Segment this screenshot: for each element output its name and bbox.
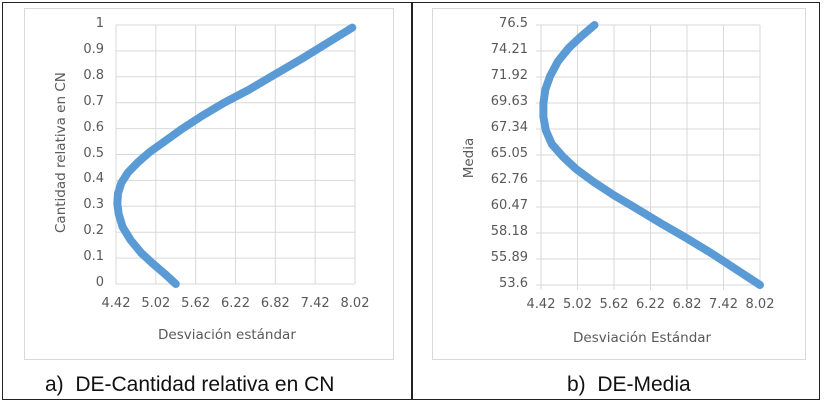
x-tick-label: 6.22 <box>221 296 250 311</box>
panel-divider <box>411 2 413 400</box>
data-series-curve <box>539 21 764 289</box>
y-tick-label: 60.47 <box>490 198 528 213</box>
data-series-curve <box>113 23 357 288</box>
y-tick-label: 65.05 <box>490 146 528 161</box>
y-tick-label: 0.6 <box>83 119 104 135</box>
y-tick-label: 76.5 <box>499 16 528 31</box>
x-tick-label: 5.62 <box>181 296 211 311</box>
y-tick-label: 0.8 <box>83 67 104 83</box>
x-tick-label: 8.02 <box>340 296 370 311</box>
y-tick-label: 0.7 <box>83 93 104 109</box>
x-tick-label: 6.82 <box>672 297 702 312</box>
y-tick-label: 62.76 <box>490 172 528 187</box>
chart-b-y-axis-title: Media <box>461 137 477 179</box>
y-tick-label: 53.6 <box>499 276 528 291</box>
y-tick-label: 0.5 <box>83 145 104 161</box>
x-tick-label: 7.42 <box>300 296 330 311</box>
x-tick-label: 6.82 <box>260 296 290 311</box>
y-tick-label: 0.3 <box>83 197 104 213</box>
chart-b-frame <box>432 8 806 360</box>
y-tick-label: 67.34 <box>490 120 528 135</box>
y-tick-label: 0.9 <box>83 41 104 57</box>
chart-a-frame <box>24 8 394 360</box>
x-tick-label: 7.42 <box>709 297 738 312</box>
chart-b-x-axis-title: Desviación Estándar <box>573 330 712 346</box>
x-tick-label: 5.02 <box>141 296 171 311</box>
y-tick-label: 71.92 <box>490 68 528 83</box>
x-tick-label: 4.42 <box>526 297 556 312</box>
y-tick-label: 58.18 <box>490 224 528 239</box>
y-tick-label: 55.89 <box>490 250 528 265</box>
chart-a-caption: a) DE-Cantidad relativa en CN <box>45 373 335 396</box>
x-tick-label: 5.02 <box>563 297 592 312</box>
y-tick-label: 0 <box>95 275 104 290</box>
chart-b-caption: b) DE-Media <box>567 373 691 396</box>
y-tick-label: 74.21 <box>490 42 528 57</box>
x-tick-label: 6.22 <box>636 297 665 312</box>
y-tick-label: 1 <box>95 16 104 31</box>
y-tick-label: 69.63 <box>490 94 528 109</box>
y-tick-label: 0.1 <box>83 249 104 265</box>
y-tick-label: 0.4 <box>83 171 104 187</box>
y-tick-label: 0.2 <box>83 223 104 239</box>
x-tick-label: 5.62 <box>599 297 629 312</box>
chart-a-x-axis-title: Desviación estándar <box>158 327 296 343</box>
x-tick-label: 4.42 <box>101 296 131 311</box>
x-tick-label: 8.02 <box>745 297 775 312</box>
